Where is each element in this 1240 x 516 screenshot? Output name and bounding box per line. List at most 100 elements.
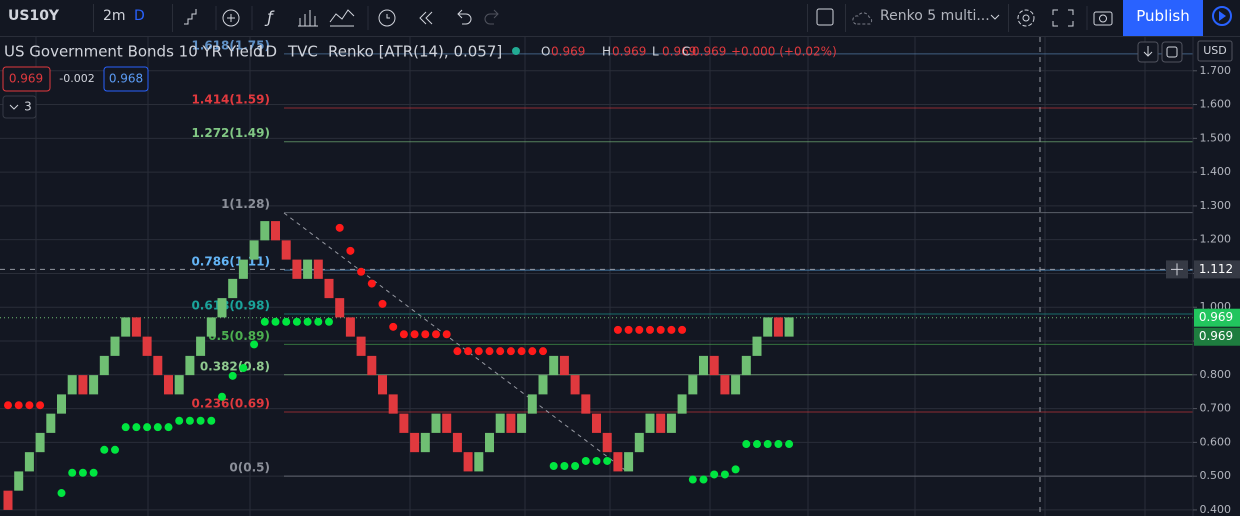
trend-dot xyxy=(667,325,676,334)
indicators-toggle[interactable] xyxy=(2,95,37,119)
brick-down xyxy=(410,432,420,453)
sell-price[interactable]: 0.969 xyxy=(9,72,43,86)
separator xyxy=(172,4,173,32)
trend-dot xyxy=(635,325,644,334)
trend-dot xyxy=(357,267,366,276)
brick-down xyxy=(463,452,473,472)
trend-dot xyxy=(539,347,547,356)
trend-dot xyxy=(271,317,280,326)
brick-up xyxy=(645,413,655,433)
brick-down xyxy=(356,336,366,356)
trend-dot xyxy=(656,325,665,334)
indicators-icon[interactable]: ƒ xyxy=(264,8,275,27)
alert-icon[interactable] xyxy=(378,9,396,27)
layout-icon[interactable] xyxy=(815,7,837,29)
brick-down xyxy=(773,317,783,337)
buy-price[interactable]: 0.968 xyxy=(109,72,143,86)
sell-button[interactable] xyxy=(2,66,51,92)
price-tag-label: 0.969 xyxy=(1199,329,1233,343)
separator xyxy=(93,4,94,32)
lens xyxy=(1099,14,1107,23)
brick-down xyxy=(452,432,462,453)
templates-icon[interactable] xyxy=(329,9,355,27)
undo-icon[interactable] xyxy=(457,9,472,25)
play xyxy=(1219,11,1226,21)
trend-dot xyxy=(432,330,440,339)
brick-down xyxy=(388,394,398,414)
price-tag-label: 1.112 xyxy=(1199,262,1233,276)
y-tick-label: 1.200 xyxy=(1200,233,1232,246)
chevron xyxy=(990,14,1000,20)
settings-icon[interactable] xyxy=(1017,9,1035,27)
source: TVC xyxy=(287,43,318,61)
buy-button[interactable] xyxy=(103,66,149,92)
template-name[interactable]: Renko 5 multi... xyxy=(880,8,990,24)
trend-dot xyxy=(613,325,622,334)
currency-box[interactable] xyxy=(1197,40,1233,62)
brick-down xyxy=(324,278,334,299)
financials-icon[interactable] xyxy=(298,10,318,27)
change: +0.000 (+0.02%) xyxy=(731,45,837,59)
trend-dot xyxy=(378,299,387,308)
trend-dot xyxy=(228,371,237,380)
trend-dot xyxy=(474,347,483,356)
trend-dot xyxy=(421,330,430,339)
currency[interactable]: USD xyxy=(1203,44,1227,57)
brick-down xyxy=(581,394,591,414)
trend-dot xyxy=(399,330,408,339)
trend-dot xyxy=(314,317,323,326)
brick-up xyxy=(752,336,762,356)
price-tag xyxy=(1194,308,1240,327)
redo-icon[interactable] xyxy=(480,6,504,30)
dropdown-icon[interactable] xyxy=(988,10,1002,24)
redo-arrow xyxy=(484,9,499,25)
brick-up xyxy=(688,375,698,395)
fib-label: 0.236(0.69) xyxy=(191,396,270,410)
trend-dot xyxy=(581,456,590,465)
brick-down xyxy=(313,259,323,279)
interval-unit[interactable]: D xyxy=(134,8,145,24)
trend-dot xyxy=(250,340,259,349)
price-axis: USD 1.7001.6001.5001.4001.3001.2001.1001… xyxy=(1166,37,1240,516)
compare-icon[interactable] xyxy=(222,9,240,27)
brick-up xyxy=(677,394,687,414)
brick-up xyxy=(731,375,741,395)
trend-dot xyxy=(571,462,580,471)
replay-icon[interactable] xyxy=(419,11,433,25)
symbol-search[interactable]: US10Y xyxy=(8,8,60,24)
trend-dot xyxy=(753,440,761,449)
fib-label: 0(0.5) xyxy=(229,461,270,475)
indicator-count[interactable]: 3 xyxy=(24,100,32,114)
trend-dot xyxy=(731,465,740,474)
chevron-icon xyxy=(9,104,19,110)
brick-up xyxy=(121,317,131,337)
trend-dot xyxy=(239,364,248,373)
trend-dot xyxy=(624,325,633,334)
price-tag xyxy=(1194,260,1240,279)
ohlc-value: 0.969 xyxy=(612,45,646,59)
interval[interactable]: 2m xyxy=(103,8,126,24)
right-icons xyxy=(1017,6,1113,30)
publish-button[interactable]: Publish xyxy=(1123,0,1203,36)
trend-dot xyxy=(292,317,301,326)
brick-up xyxy=(485,432,494,453)
fib-label: 1.272(1.49) xyxy=(191,126,270,140)
fullscreen-icon[interactable] xyxy=(1052,9,1074,27)
y-tick-label: 0.400 xyxy=(1200,503,1232,516)
brick-up xyxy=(763,317,773,337)
tool-icons: ƒ xyxy=(184,6,472,30)
trend-dot xyxy=(164,423,173,432)
reset-button[interactable] xyxy=(1161,41,1183,63)
trend-dot xyxy=(506,347,515,356)
trend-dot xyxy=(121,423,130,432)
trend-dot xyxy=(453,347,462,356)
brick-up xyxy=(260,221,270,241)
ohlc-key: C xyxy=(682,45,690,59)
snapshot-icon[interactable] xyxy=(1093,11,1113,26)
chart-type-icon[interactable] xyxy=(184,9,197,25)
replay-button[interactable] xyxy=(1205,0,1240,36)
brick-up xyxy=(634,432,644,453)
brick-down xyxy=(271,221,280,241)
brick-up xyxy=(14,471,24,491)
